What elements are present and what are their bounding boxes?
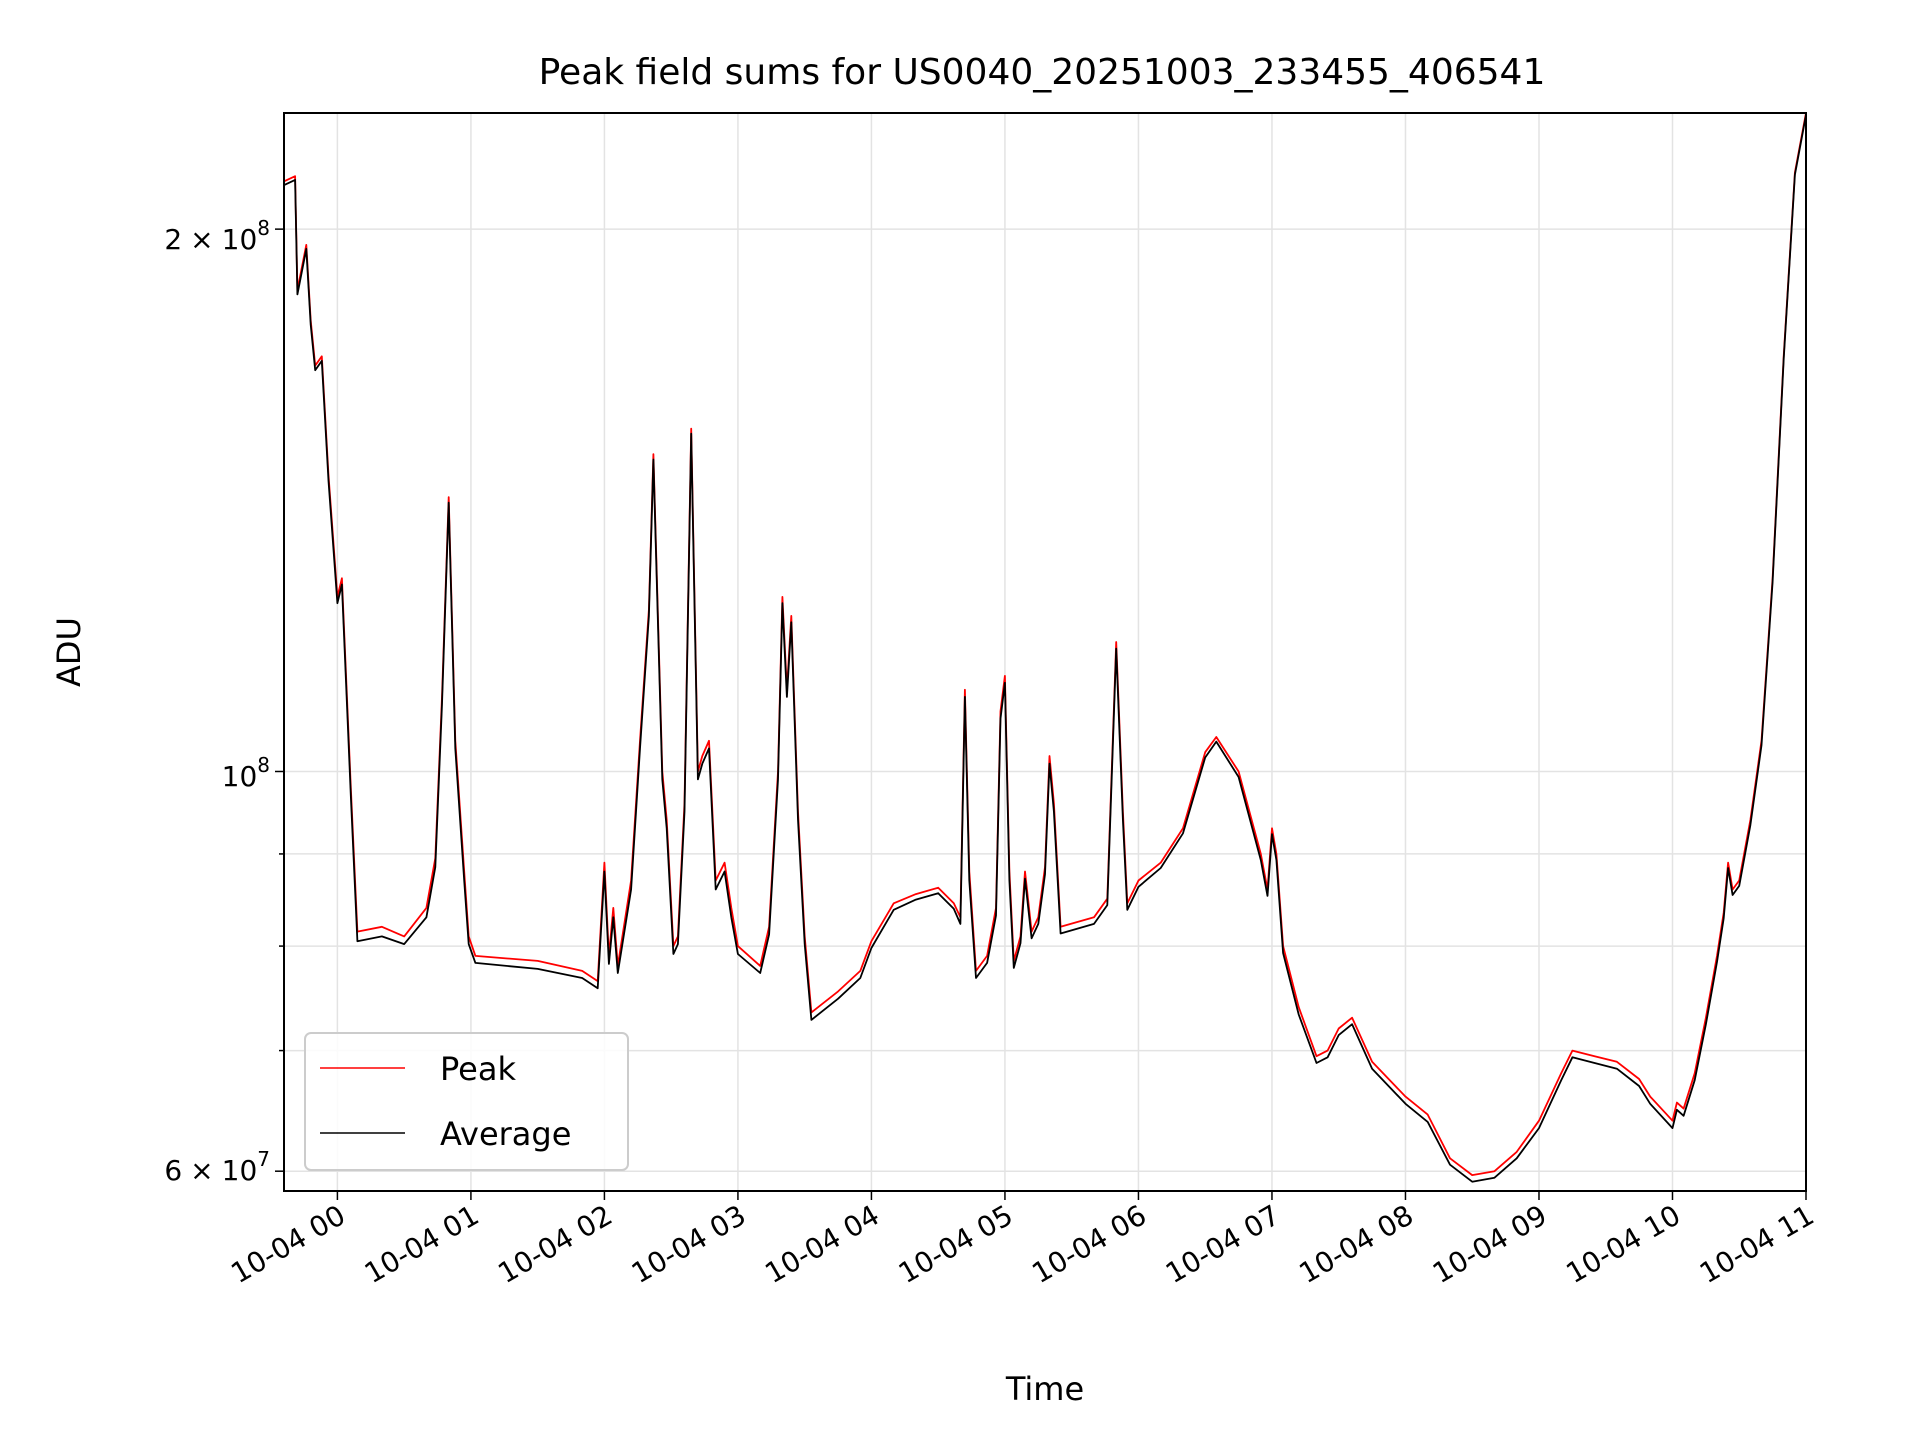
series-layer (284, 113, 1806, 1183)
y-tick-label-2e8: 2 × 108 (164, 216, 270, 256)
y-axis-title: ADU (50, 617, 88, 687)
x-axis-title: Time (1005, 1370, 1084, 1408)
legend-label-average: Average (440, 1115, 571, 1153)
series-line-average (284, 114, 1806, 1183)
y-tick-label-6e7: 6 × 107 (164, 1147, 270, 1187)
y-axis: 2 × 108 108 6 × 107 (164, 216, 284, 1187)
chart-title: Peak field sums for US0040_20251003_2334… (539, 52, 1546, 93)
y-tick-label-1e8: 108 (222, 753, 270, 793)
legend: Peak Average (304, 1032, 629, 1171)
plot-area-frame (283, 112, 1807, 1192)
legend-label-peak: Peak (440, 1050, 516, 1088)
